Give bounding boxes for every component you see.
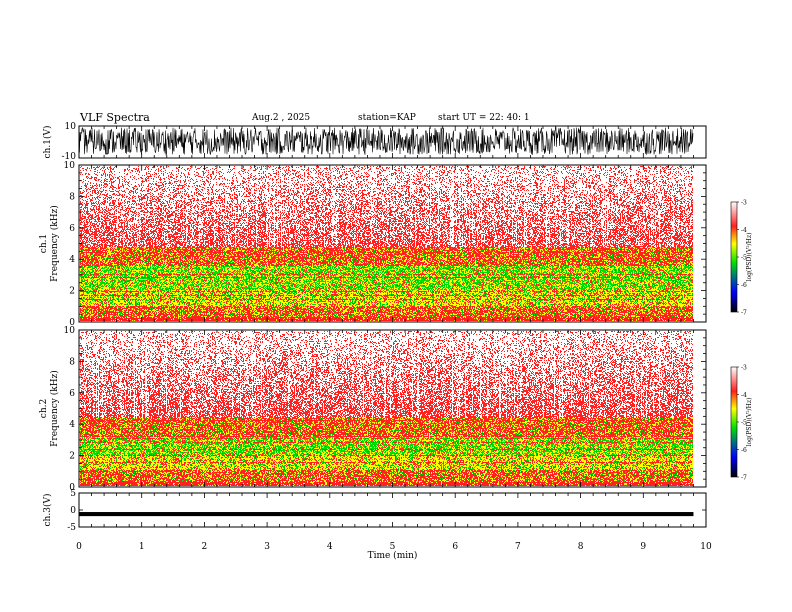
ch1-spec-ytick-label: 10: [64, 161, 76, 171]
ch2-spec-colorbar-tick-label: -6: [741, 447, 747, 454]
x-tick-label: 5: [390, 542, 396, 552]
ch2-spec-frame: [78, 329, 707, 488]
ch1-spec-ytick-label: 4: [69, 255, 75, 265]
ch2-spec-colorbar-label: log(PSD)(V²/Hz): [746, 398, 753, 447]
ch1-spec-colorbar-tick-label: -6: [741, 282, 747, 289]
ch1-spec-colorbar: [730, 201, 738, 313]
ch2-spec-ytick-label: 6: [69, 389, 75, 399]
ch3-ylabel: ch.3(V): [42, 494, 53, 527]
ch1-spectrogram-image: [80, 166, 693, 321]
ch1-spec-colorbar-tick-label: -5: [741, 255, 747, 262]
ch1-spec-ylabel-channel: ch.1: [39, 234, 49, 253]
ch2-spec-colorbar-tick-label: -3: [741, 365, 747, 372]
ch1-waveform-line: [78, 126, 694, 156]
x-tick-label: 0: [76, 542, 82, 552]
start-ut-label: start UT = 22: 40: 1: [438, 113, 530, 123]
ch2-spec-ylabel: Frequency (kHz): [49, 370, 60, 447]
ch2-spec-ytick-label: 0: [69, 483, 75, 493]
ch2-spec-ytick-label: 2: [69, 452, 75, 462]
ch1-spec-ylabel: Frequency (kHz): [49, 205, 60, 282]
ch3-waveform-band: [79, 512, 694, 517]
ch3-ytick-label: 5: [70, 489, 76, 499]
ch2-spec-ytick-label: 4: [69, 420, 75, 430]
ch2-spec-colorbar-tick-label: -7: [741, 475, 747, 482]
ch2-spec-ytick-label: 10: [64, 326, 76, 336]
x-tick-label: 8: [578, 542, 584, 552]
ch1-spec-colorbar-tick-label: -7: [741, 310, 747, 317]
ch3-ytick-label: -5: [67, 523, 76, 533]
ch1-spec-ytick-label: 0: [69, 318, 75, 328]
ch1-spec-frame: [78, 164, 707, 323]
ch2-spec-colorbar-tick-label: -4: [741, 392, 747, 399]
date-label: Aug.2 , 2025: [252, 113, 311, 123]
ch1-spec-colorbar-tick-label: -4: [741, 227, 747, 234]
ch3-ytick-label: 0: [70, 506, 76, 516]
ch2-spectrogram-image: [80, 331, 693, 486]
x-tick-label: 2: [202, 542, 208, 552]
x-tick-label: 4: [327, 542, 333, 552]
x-tick-label: 3: [264, 542, 270, 552]
station-label: station=KAP: [358, 113, 416, 123]
ch3-wave-frame: [78, 492, 707, 528]
ch1-spec-colorbar-label: log(PSD)(V²/Hz): [746, 233, 753, 282]
ch2-spec-colorbar: [730, 366, 738, 478]
x-tick-label: 1: [139, 542, 145, 552]
ch1-spec-ytick-label: 8: [69, 192, 75, 202]
x-tick-label: 7: [515, 542, 521, 552]
x-axis-label: Time (min): [368, 550, 418, 561]
ch1-spec-ytick-label: 6: [69, 224, 75, 234]
ch1-ylabel: ch.1(V): [42, 126, 53, 159]
figure-title: VLF Spectra: [80, 111, 150, 124]
ch1-spec-ytick-label: 2: [69, 287, 75, 297]
ch2-spec-ylabel-channel: ch.2: [39, 399, 49, 418]
ch2-spec-ytick-label: 8: [69, 357, 75, 367]
x-tick-label: 9: [640, 542, 646, 552]
ch2-spec-colorbar-tick-label: -5: [741, 420, 747, 427]
x-tick-label: 10: [700, 542, 712, 552]
ch1-ytick-label: 10: [65, 122, 77, 132]
ch1-spec-colorbar-tick-label: -3: [741, 200, 747, 207]
x-tick-label: 6: [452, 542, 458, 552]
ch1-ytick-label: -10: [62, 152, 77, 162]
